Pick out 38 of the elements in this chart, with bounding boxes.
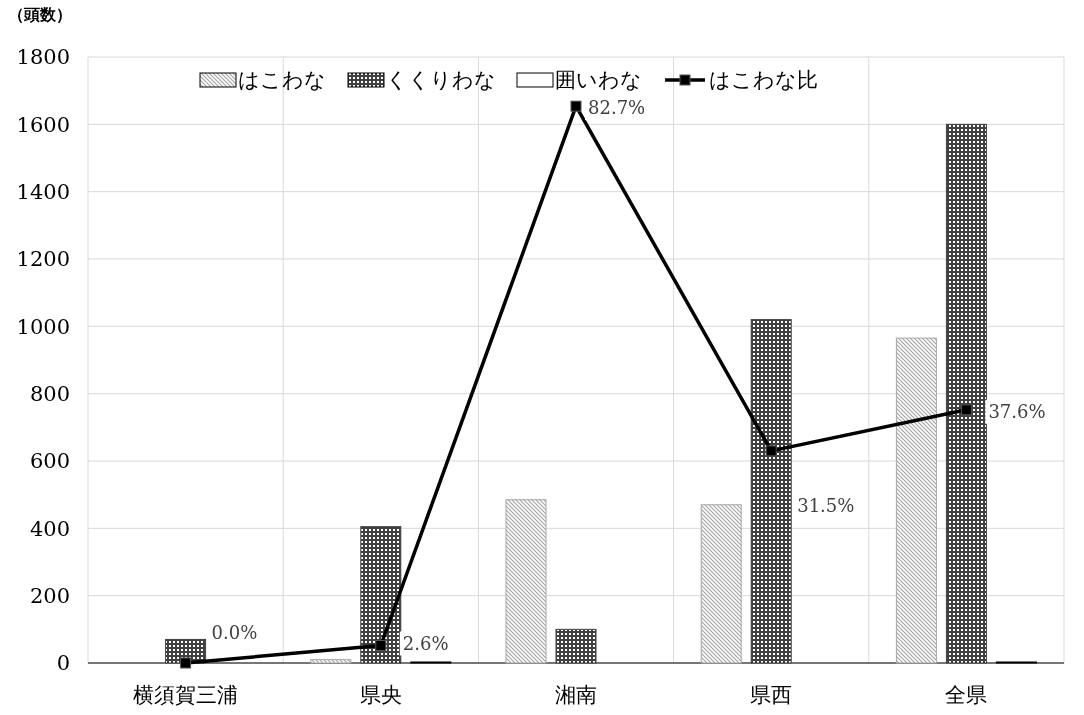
- bar: [750, 319, 792, 664]
- y-tick-label: 400: [29, 516, 70, 541]
- data-label: 2.6%: [402, 632, 449, 654]
- y-tick-label: 800: [29, 382, 70, 407]
- y-tick-label: 1200: [16, 247, 70, 272]
- legend-label: 囲いわな: [555, 68, 642, 93]
- y-axis-title: （頭数）: [8, 5, 72, 24]
- x-tick-label: 県西: [750, 683, 793, 708]
- y-tick-label: 1800: [16, 45, 70, 70]
- x-tick-label: 県央: [359, 683, 402, 708]
- legend-label: はこわな比: [709, 68, 818, 93]
- point: [960, 404, 972, 416]
- point: [570, 100, 582, 112]
- bar: [310, 659, 352, 664]
- x-tick-label: 横須賀三浦: [133, 683, 239, 708]
- point: [180, 657, 192, 669]
- y-tick-label: 1400: [16, 180, 70, 205]
- bar: [895, 337, 937, 664]
- y-tick-label: 1600: [16, 112, 70, 137]
- y-tick-label: 200: [29, 584, 70, 609]
- x-tick-label: 全県: [945, 683, 988, 708]
- data-label: 0.0%: [211, 622, 258, 644]
- bar: [555, 628, 597, 664]
- y-tick-label: 1000: [16, 314, 70, 339]
- point: [765, 445, 777, 457]
- bar: [945, 123, 987, 664]
- y-tick-label: 600: [29, 449, 70, 474]
- data-label: 31.5%: [797, 495, 855, 517]
- x-tick-label: 湘南: [555, 683, 597, 708]
- bar: [700, 504, 742, 664]
- data-label: 37.6%: [988, 401, 1046, 423]
- bar: [360, 526, 402, 664]
- bar: [505, 499, 547, 664]
- legend-label: くくりわな: [386, 68, 496, 93]
- y-tick-label: 0: [56, 651, 70, 676]
- data-label: 82.7%: [588, 97, 646, 119]
- legend-label: はこわな: [238, 68, 326, 93]
- point: [375, 639, 387, 651]
